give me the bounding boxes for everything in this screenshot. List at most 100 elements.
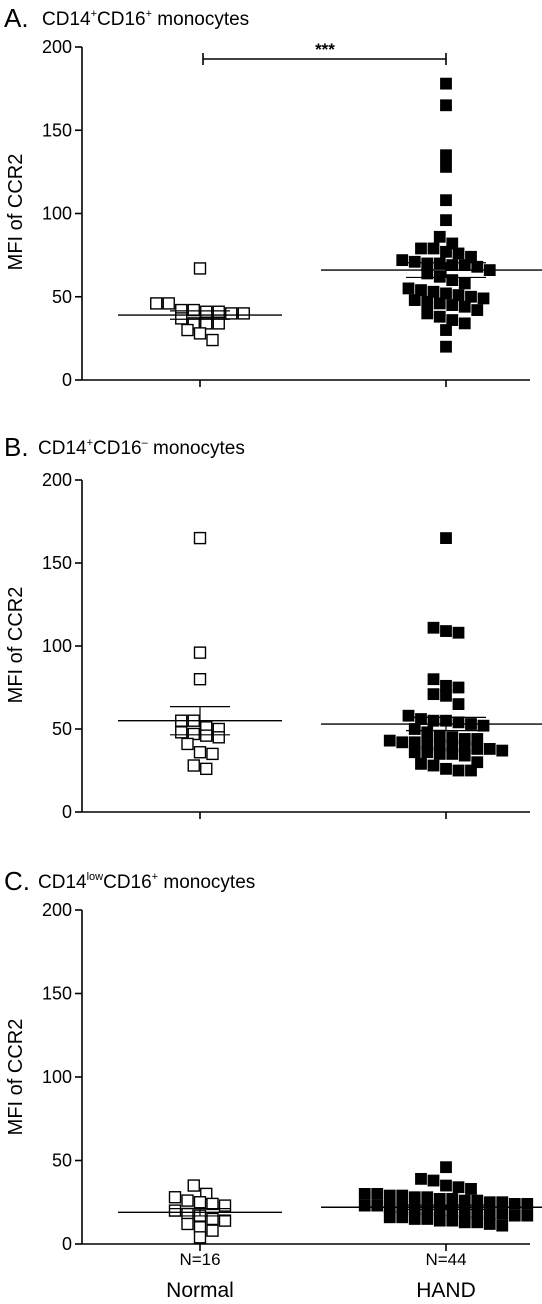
data-point-hand	[433, 257, 446, 270]
panel-a-letter: A.	[4, 3, 29, 33]
data-point-hand	[452, 716, 465, 729]
data-point-hand	[415, 284, 427, 296]
data-point-hand	[452, 681, 465, 694]
y-tick-label: 200	[42, 470, 72, 490]
data-point-hand	[440, 762, 452, 775]
data-point-hand	[402, 709, 415, 722]
data-point-hand	[521, 1198, 534, 1210]
data-point-hand	[415, 713, 427, 725]
data-point-hand	[415, 1172, 427, 1185]
panel-c-y-axis-label: MFI of CCR2	[5, 1019, 27, 1136]
data-point-hand	[427, 714, 440, 727]
data-point-hand	[458, 749, 471, 762]
data-point-normal	[187, 727, 200, 741]
data-point-hand	[440, 194, 452, 207]
panel-b-title: CD14+CD16– monocytes	[38, 437, 245, 459]
data-point-hand	[421, 307, 434, 320]
data-point-hand	[383, 1189, 396, 1202]
data-point-hand	[421, 257, 434, 270]
data-point-hand	[446, 1214, 459, 1227]
data-point-hand	[452, 1181, 465, 1194]
y-tick-label: 150	[42, 984, 72, 1004]
data-point-normal	[187, 303, 200, 317]
data-point-hand	[471, 304, 484, 316]
data-point-hand	[483, 1196, 496, 1209]
data-point-hand	[408, 723, 421, 735]
data-point-normal	[206, 1197, 219, 1211]
panel-b: B. CD14+CD16– monocytes MFI of CCR2 0 50 1…	[4, 432, 542, 822]
y-tick-label: 100	[42, 636, 72, 656]
data-point-hand	[440, 245, 452, 258]
y-tick-label: 50	[52, 1151, 72, 1171]
panel-b-ticks: 0 50 100 150 200	[42, 470, 447, 822]
data-point-hand	[440, 324, 452, 336]
data-point-hand	[408, 1191, 421, 1204]
data-point-hand	[440, 214, 452, 227]
data-point-hand	[446, 748, 459, 760]
data-point-hand	[427, 759, 440, 772]
data-point-normal	[206, 747, 219, 761]
panel-c: C. CD14lowCD16+ monocytes MFI of CCR2 0 5…	[4, 866, 542, 1302]
data-point-hand	[396, 254, 409, 267]
data-point-normal	[237, 307, 250, 320]
data-point-hand	[452, 289, 465, 301]
data-point-hand	[421, 295, 434, 308]
data-point-hand	[508, 1198, 521, 1210]
data-point-hand	[427, 673, 440, 686]
data-point-hand	[446, 259, 459, 272]
data-point-normal	[181, 1217, 194, 1231]
data-point-hand	[458, 1216, 471, 1229]
data-point-normal	[181, 1194, 194, 1207]
y-tick-label: 100	[42, 1067, 72, 1087]
data-point-hand	[371, 1188, 384, 1200]
data-point-hand	[433, 1193, 446, 1205]
data-point-hand	[446, 1193, 459, 1205]
data-point-hand	[415, 242, 427, 255]
data-point-hand	[458, 259, 471, 272]
panel-c-title: CD14lowCD16+ monocytes	[38, 871, 255, 893]
panel-b-letter: B.	[4, 432, 29, 462]
n-label-normal: N=16	[179, 1250, 220, 1269]
data-point-normal	[206, 333, 219, 347]
data-point-hand	[427, 621, 440, 634]
data-point-hand	[371, 1199, 384, 1212]
data-point-hand	[408, 255, 421, 268]
data-point-hand	[383, 1211, 396, 1224]
data-point-hand	[402, 282, 415, 295]
data-point-hand	[440, 625, 452, 637]
data-point-normal	[206, 1212, 219, 1226]
panel-a-title: CD14+CD16+ monocytes	[42, 8, 249, 30]
data-point-normal	[193, 531, 207, 545]
data-point-normal	[162, 297, 175, 310]
data-point-hand	[427, 242, 440, 255]
data-point-hand	[471, 1206, 484, 1219]
data-point-hand	[446, 299, 459, 311]
data-point-normal	[175, 312, 188, 325]
data-point-normal	[187, 317, 200, 330]
data-point-hand	[421, 1191, 434, 1204]
data-point-hand	[433, 729, 446, 742]
data-point-hand	[446, 314, 459, 326]
data-point-hand	[427, 285, 440, 298]
data-point-hand	[471, 756, 484, 769]
data-point-hand	[433, 310, 446, 323]
data-point-hand	[458, 300, 471, 313]
y-tick-label: 200	[42, 900, 72, 920]
y-tick-label: 200	[42, 37, 72, 57]
data-point-hand	[440, 532, 452, 544]
y-tick-label: 100	[42, 204, 72, 224]
data-point-normal	[193, 1231, 207, 1244]
data-point-hand	[483, 1218, 496, 1230]
data-point-hand	[396, 1189, 409, 1202]
data-point-hand	[471, 1194, 484, 1207]
data-point-hand	[433, 270, 446, 283]
data-point-hand	[358, 1199, 371, 1212]
data-point-hand	[440, 149, 452, 162]
data-point-normal	[200, 762, 213, 776]
data-point-hand	[471, 743, 484, 755]
data-point-hand	[433, 748, 446, 760]
data-point-normal	[150, 297, 163, 310]
panel-c-ticks: 0 50 100 150 200	[42, 900, 447, 1254]
data-point-hand	[483, 743, 496, 755]
